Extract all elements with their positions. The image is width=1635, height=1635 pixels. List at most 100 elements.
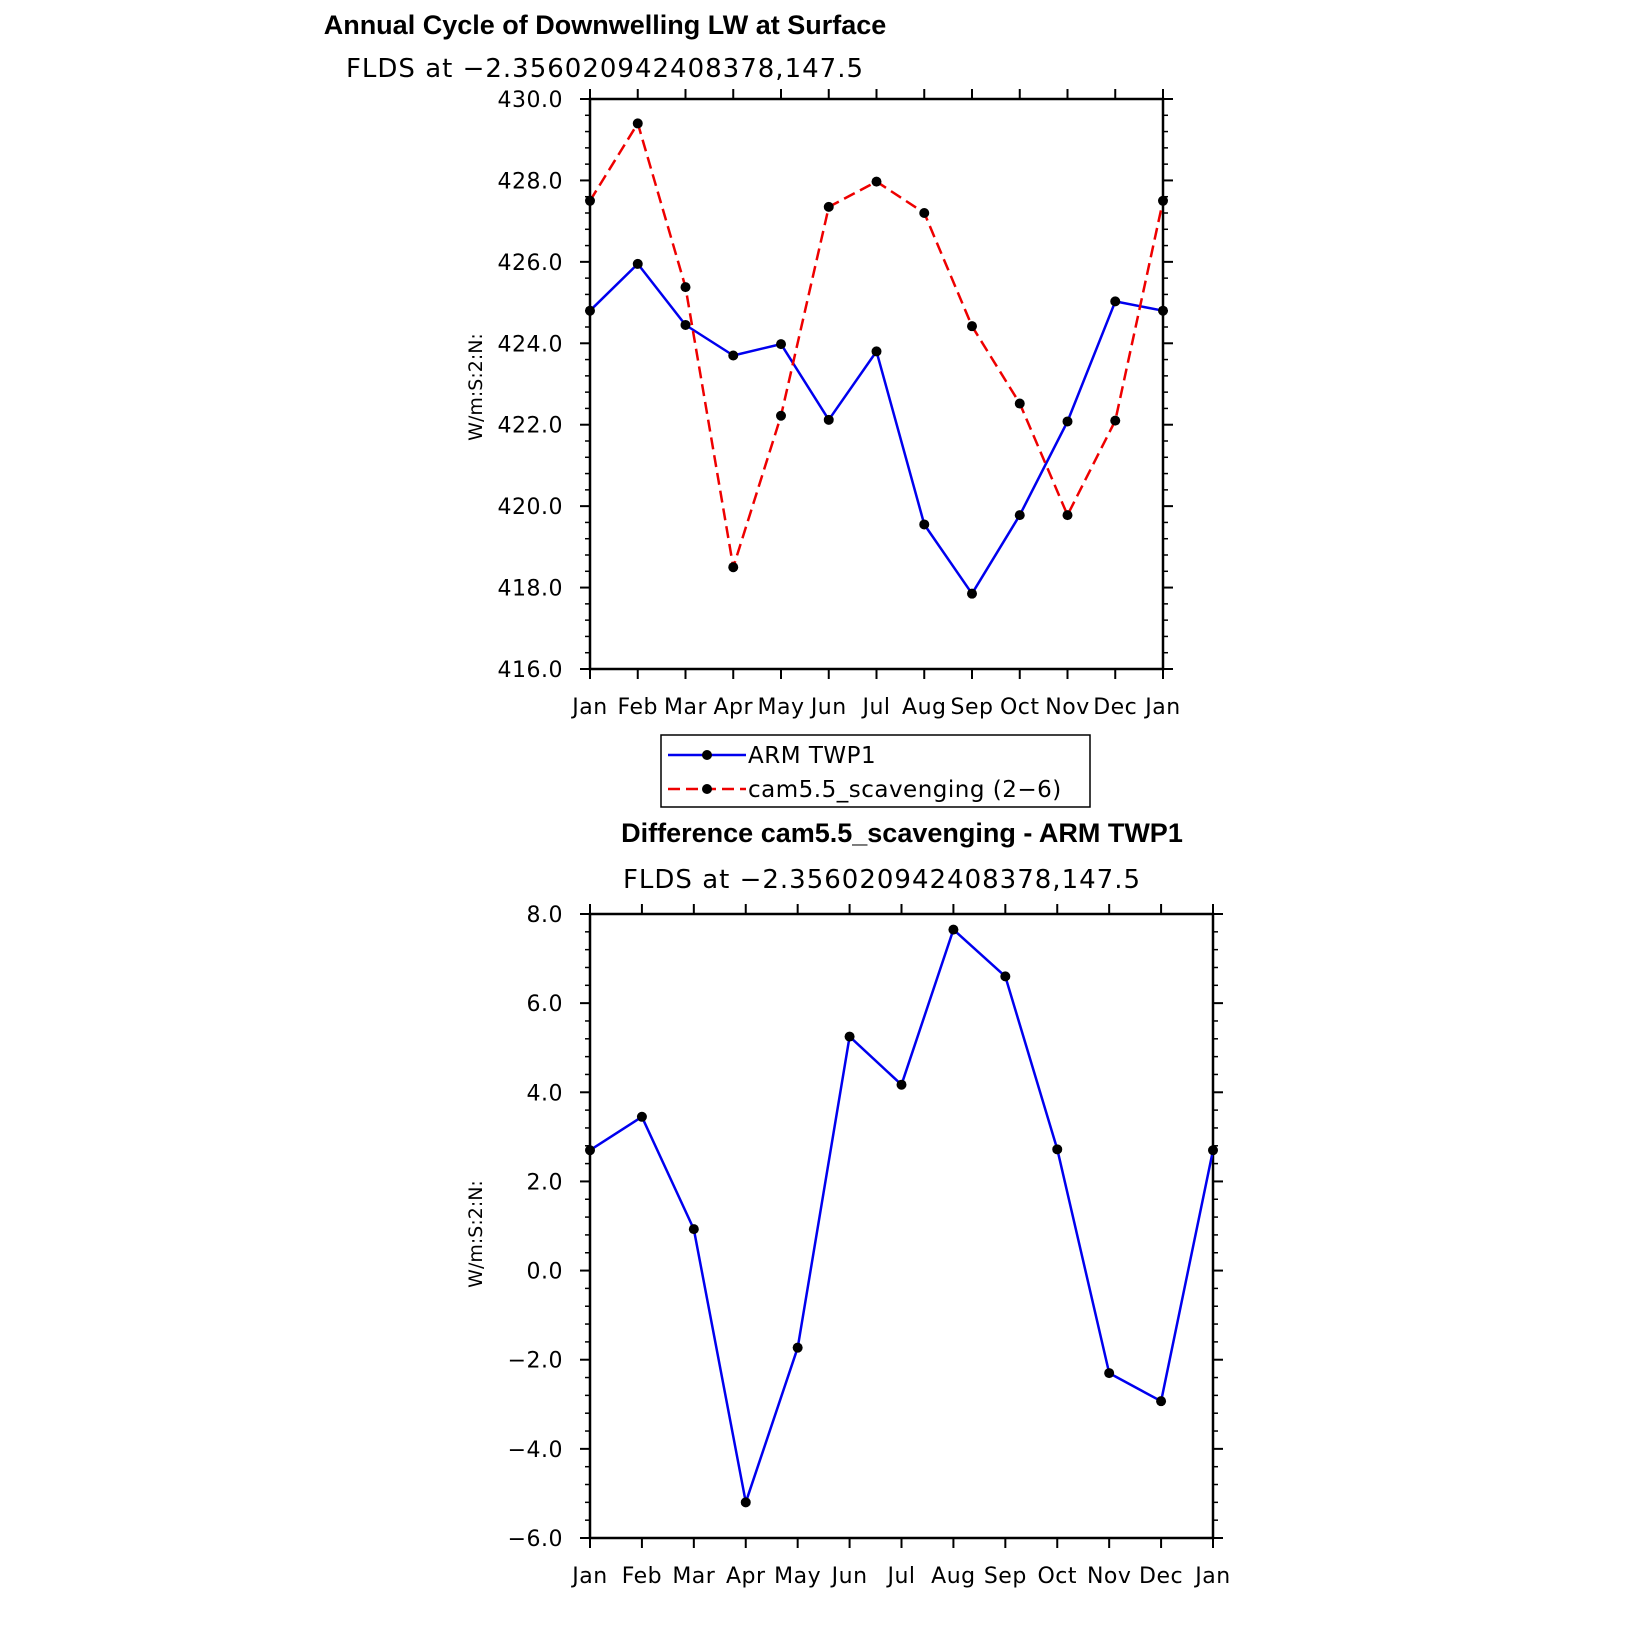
data-point-difference: [792, 1342, 803, 1353]
data-point-arm-twp1: [1014, 510, 1025, 521]
data-point-arm-twp1: [1158, 305, 1168, 316]
x-tick-label: Jan: [1143, 695, 1180, 720]
data-point-difference: [1104, 1368, 1115, 1379]
legend-label-cam5: cam5.5_scavenging (2−6): [748, 777, 1062, 803]
x-tick-label: Dec: [1139, 1564, 1183, 1589]
data-point-arm-twp1: [776, 339, 786, 350]
data-point-difference: [740, 1497, 751, 1508]
y-tick-label: 430.0: [498, 88, 563, 113]
chart-title: Annual Cycle of Downwelling LW at Surfac…: [324, 10, 887, 40]
legend-label-arm-twp1: ARM TWP1: [748, 743, 876, 769]
y-tick-label: −6.0: [508, 1527, 563, 1552]
data-point-arm-twp1: [632, 258, 643, 269]
x-tick-label: Jan: [570, 695, 607, 720]
data-point-difference: [1208, 1145, 1218, 1156]
data-point-cam5-5-scavenging-2-6: [823, 201, 834, 212]
x-tick-label: Nov: [1045, 695, 1089, 720]
x-tick-label: Nov: [1087, 1564, 1131, 1589]
y-tick-label: 4.0: [527, 1081, 564, 1106]
data-point-arm-twp1: [1062, 416, 1073, 427]
y-tick-label: 416.0: [498, 658, 563, 683]
legend-entry-arm-twp1: ARM TWP1: [668, 743, 876, 769]
legend-marker-cam5: [702, 784, 712, 794]
axis-ticks: Jan Feb Mar Apr May Jun Jul Aug Sep Oct Nov Dec Jan4…: [498, 88, 1181, 720]
data-point-arm-twp1: [680, 319, 691, 330]
data-point-cam5-5-scavenging-2-6: [1110, 415, 1121, 426]
x-tick-label: Jul: [860, 695, 890, 720]
x-tick-label: Feb: [618, 695, 658, 720]
x-tick-label: Jun: [809, 695, 847, 720]
x-tick-label: Aug: [902, 695, 946, 720]
y-tick-label: 2.0: [527, 1170, 564, 1195]
x-tick-label: Jul: [885, 1564, 915, 1589]
x-tick-label: Jan: [1193, 1564, 1230, 1589]
data-point-arm-twp1: [919, 519, 930, 530]
x-tick-label: Feb: [622, 1564, 662, 1589]
data-point-cam5-5-scavenging-2-6: [1158, 195, 1168, 206]
data-point-cam5-5-scavenging-2-6: [871, 176, 882, 187]
y-tick-label: −2.0: [508, 1349, 563, 1374]
x-tick-label: May: [774, 1564, 821, 1589]
chart-subtitle: FLDS at −2.356020942408378,147.5: [623, 865, 1141, 895]
data-point-difference: [585, 1145, 595, 1156]
data-point-arm-twp1: [728, 350, 739, 361]
y-tick-label: −4.0: [508, 1438, 563, 1463]
data-point-cam5-5-scavenging-2-6: [1014, 398, 1025, 409]
axis-ticks: Jan Feb Mar Apr May Jun Jul Aug Sep Oct Nov Dec Jan−…: [508, 903, 1231, 1589]
series-layer: [585, 118, 1168, 599]
y-tick-label: 426.0: [498, 251, 563, 276]
x-tick-label: Mar: [664, 695, 707, 720]
y-tick-label: 420.0: [498, 495, 563, 520]
x-tick-label: Jan: [570, 1564, 607, 1589]
legend: ARM TWP1 cam5.5_scavenging (2−6): [660, 734, 1091, 808]
y-axis-label: W/m:S:2:N:: [465, 333, 487, 441]
x-tick-label: Apr: [713, 695, 753, 720]
y-tick-label: 422.0: [498, 414, 563, 439]
y-axis-label: W/m:S:2:N:: [465, 1180, 487, 1288]
series-line-cam5-5-scavenging-2-6: [588, 122, 1165, 569]
series-line-difference: [589, 928, 1215, 1504]
data-point-difference: [844, 1031, 855, 1042]
legend-marker-arm-twp1: [702, 750, 712, 760]
x-tick-label: Oct: [1037, 1564, 1077, 1589]
chart-title: Difference cam5.5_scavenging - ARM TWP1: [621, 818, 1183, 848]
data-point-cam5-5-scavenging-2-6: [585, 195, 595, 206]
difference-chart: Difference cam5.5_scavenging - ARM TWP1 …: [465, 818, 1231, 1589]
y-tick-label: 0.0: [527, 1260, 564, 1285]
x-tick-label: Jun: [830, 1564, 868, 1589]
data-point-arm-twp1: [1110, 296, 1121, 307]
y-tick-label: 6.0: [527, 992, 564, 1017]
legend-box: [660, 734, 1091, 808]
data-point-cam5-5-scavenging-2-6: [680, 282, 691, 293]
y-tick-label: 8.0: [527, 903, 564, 928]
data-point-arm-twp1: [585, 305, 595, 316]
x-tick-label: Mar: [672, 1564, 715, 1589]
annual-cycle-chart: Annual Cycle of Downwelling LW at Surfac…: [324, 10, 1181, 720]
data-point-cam5-5-scavenging-2-6: [632, 118, 643, 129]
x-tick-label: Oct: [1000, 695, 1040, 720]
legend-entry-cam5: cam5.5_scavenging (2−6): [668, 777, 1062, 803]
data-point-difference: [948, 924, 959, 935]
data-point-cam5-5-scavenging-2-6: [919, 208, 930, 218]
x-tick-label: Dec: [1093, 695, 1137, 720]
data-point-cam5-5-scavenging-2-6: [1062, 510, 1073, 521]
data-point-cam5-5-scavenging-2-6: [728, 562, 739, 573]
data-point-arm-twp1: [823, 414, 834, 425]
x-tick-label: Sep: [984, 1564, 1027, 1589]
series-line-arm-twp1: [589, 262, 1164, 595]
x-tick-label: May: [758, 695, 805, 720]
x-tick-label: Aug: [931, 1564, 975, 1589]
data-point-difference: [896, 1079, 907, 1090]
plot-frame: [588, 912, 1215, 1540]
x-tick-label: Sep: [951, 695, 994, 720]
data-point-difference: [1156, 1396, 1167, 1407]
data-point-difference: [688, 1224, 699, 1235]
data-point-difference: [636, 1111, 647, 1122]
data-point-arm-twp1: [967, 588, 977, 599]
series-layer: [585, 924, 1218, 1508]
data-point-difference: [1052, 1144, 1063, 1155]
y-tick-label: 424.0: [498, 332, 563, 357]
data-point-cam5-5-scavenging-2-6: [967, 321, 977, 332]
y-tick-label: 418.0: [498, 577, 563, 602]
